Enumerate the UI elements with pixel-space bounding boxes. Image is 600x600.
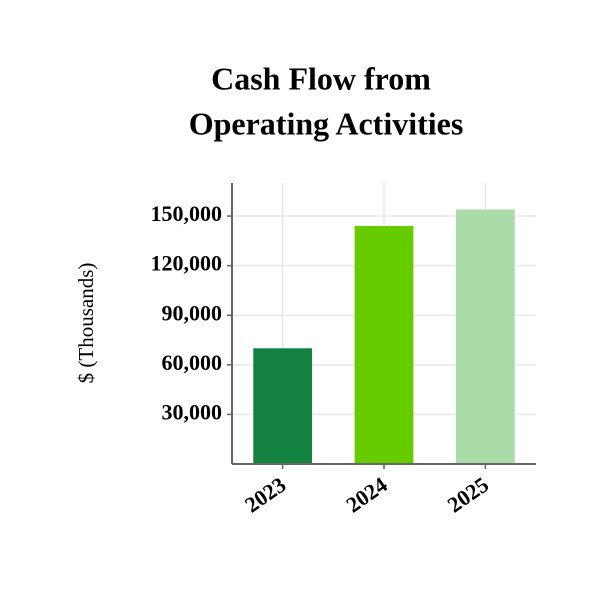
y-tick-label: 90,000 — [162, 300, 223, 325]
y-tick-label: 150,000 — [151, 201, 223, 226]
chart-title: Operating Activities — [189, 105, 464, 141]
chart-title: Cash Flow from — [211, 60, 431, 96]
bar — [455, 209, 515, 464]
y-axis-label: $ (Thousands) — [74, 263, 98, 384]
bar — [354, 225, 414, 464]
y-tick-label: 120,000 — [151, 251, 223, 276]
x-tick-label: 2024 — [341, 472, 391, 518]
y-tick-label: 30,000 — [162, 399, 223, 424]
y-tick-label: 60,000 — [162, 350, 223, 375]
x-tick-label: 2023 — [240, 472, 290, 518]
bar — [253, 348, 313, 464]
x-tick-label: 2025 — [443, 472, 493, 518]
